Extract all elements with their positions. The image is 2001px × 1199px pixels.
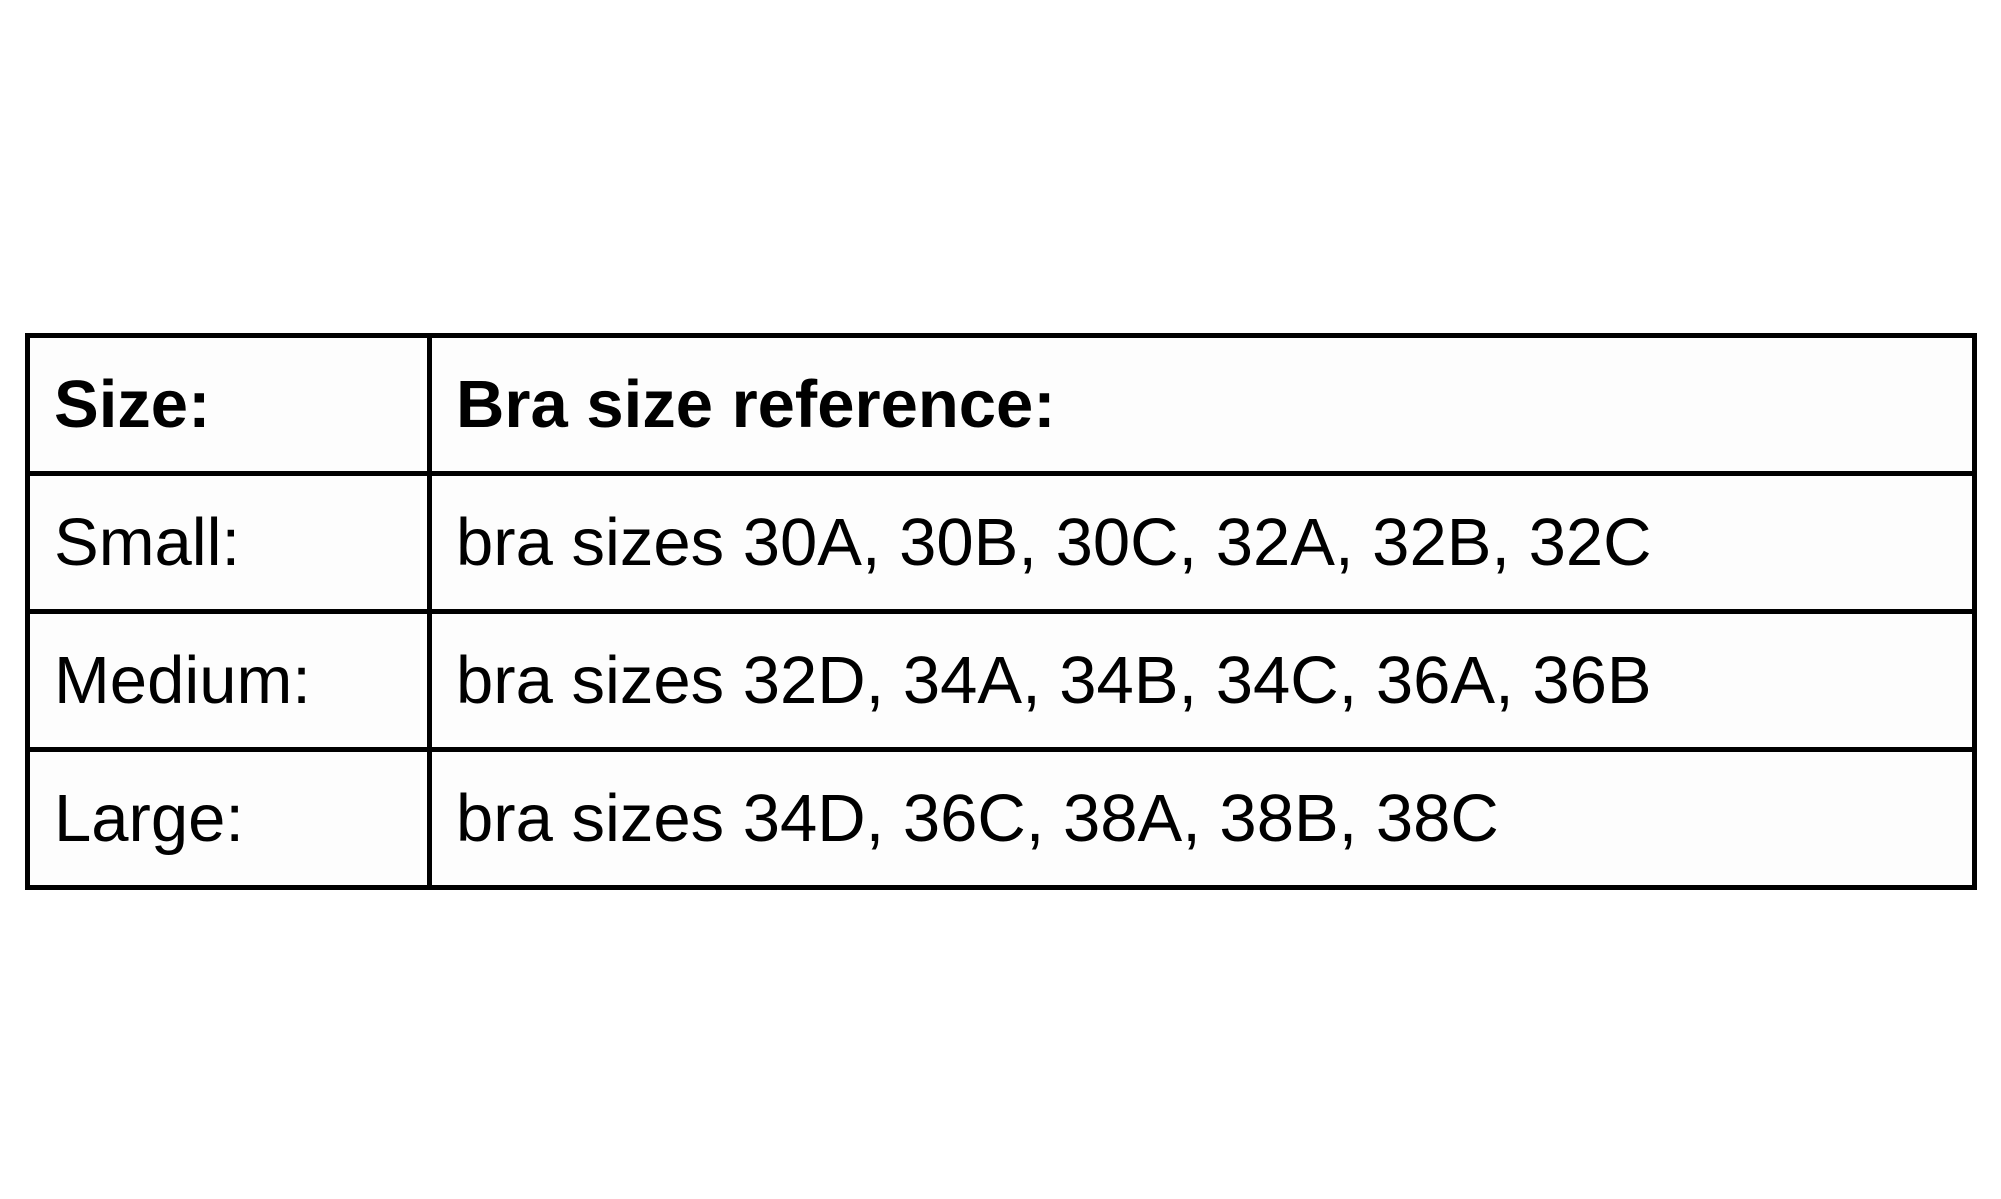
bra-size-reference-table: Size: Bra size reference: Small: bra siz… bbox=[25, 333, 1977, 890]
header-cell-reference: Bra size reference: bbox=[427, 333, 1977, 476]
table-row-medium: Medium: bra sizes 32D, 34A, 34B, 34C, 36… bbox=[25, 609, 1977, 752]
cell-medium-reference: bra sizes 32D, 34A, 34B, 34C, 36A, 36B bbox=[427, 609, 1977, 752]
table-row-small: Small: bra sizes 30A, 30B, 30C, 32A, 32B… bbox=[25, 471, 1977, 614]
cell-medium-label: Medium: bbox=[25, 609, 432, 752]
cell-small-reference: bra sizes 30A, 30B, 30C, 32A, 32B, 32C bbox=[427, 471, 1977, 614]
cell-large-label: Large: bbox=[25, 747, 432, 890]
table-header-row: Size: Bra size reference: bbox=[25, 333, 1977, 476]
cell-large-reference: bra sizes 34D, 36C, 38A, 38B, 38C bbox=[427, 747, 1977, 890]
cell-small-label: Small: bbox=[25, 471, 432, 614]
table-row-large: Large: bra sizes 34D, 36C, 38A, 38B, 38C bbox=[25, 747, 1977, 890]
header-cell-size: Size: bbox=[25, 333, 432, 476]
